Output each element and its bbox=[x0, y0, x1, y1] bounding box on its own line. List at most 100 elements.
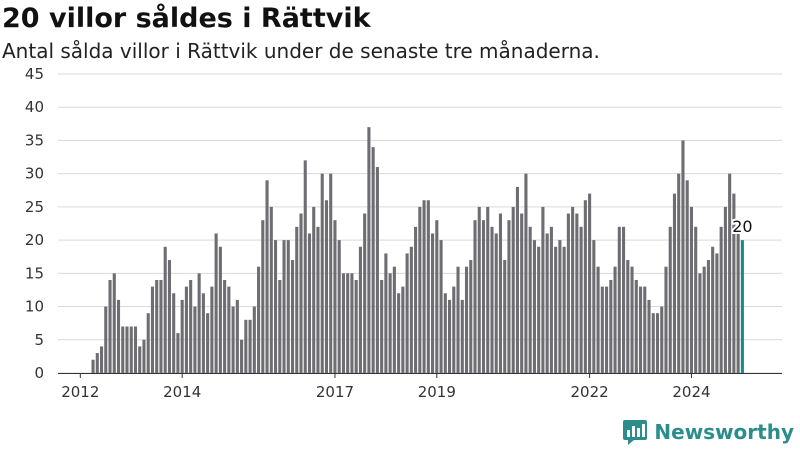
bar bbox=[711, 246, 715, 373]
bar bbox=[435, 220, 439, 373]
bar bbox=[583, 200, 587, 373]
bar bbox=[473, 220, 477, 373]
bar bbox=[588, 193, 592, 373]
bar bbox=[643, 286, 647, 373]
bar bbox=[167, 260, 171, 373]
bar bbox=[252, 306, 256, 373]
latest-value-label: 20 bbox=[732, 217, 752, 236]
bar bbox=[320, 173, 324, 373]
bar bbox=[299, 213, 303, 373]
bar bbox=[350, 273, 354, 373]
bar bbox=[273, 240, 278, 373]
bar bbox=[163, 246, 167, 373]
bar bbox=[613, 266, 617, 373]
bar bbox=[329, 173, 333, 373]
bar bbox=[443, 293, 447, 373]
bar bbox=[681, 140, 685, 373]
y-tick-label: 40 bbox=[25, 98, 44, 116]
y-tick-label: 30 bbox=[25, 165, 44, 183]
bar bbox=[698, 273, 702, 373]
bar bbox=[129, 326, 133, 373]
bar bbox=[605, 286, 609, 373]
y-tick-label: 25 bbox=[25, 198, 44, 216]
bar bbox=[392, 266, 396, 373]
bar bbox=[358, 246, 362, 373]
bar bbox=[541, 206, 545, 373]
x-tick-label: 2014 bbox=[163, 383, 201, 401]
bar bbox=[184, 286, 188, 373]
bar bbox=[210, 286, 214, 373]
bar bbox=[554, 246, 558, 373]
y-tick-label: 10 bbox=[25, 298, 44, 316]
bar bbox=[99, 346, 104, 373]
bar bbox=[176, 333, 180, 373]
bar bbox=[91, 359, 95, 373]
bar bbox=[295, 226, 299, 373]
bar bbox=[316, 226, 320, 373]
bar bbox=[180, 299, 184, 373]
bar bbox=[622, 226, 626, 373]
y-axis-ticks: 0 5 10 15 20 25 30 35 40 45 bbox=[25, 65, 44, 382]
bar bbox=[664, 266, 668, 373]
bar bbox=[278, 279, 282, 373]
bar bbox=[524, 173, 528, 373]
bar bbox=[723, 206, 727, 373]
bar bbox=[375, 167, 379, 373]
bar bbox=[218, 246, 222, 373]
bar bbox=[261, 220, 265, 373]
bar bbox=[197, 273, 201, 373]
bar bbox=[520, 213, 524, 373]
bar bbox=[503, 260, 507, 373]
brand-name: Newsworthy bbox=[654, 420, 794, 444]
bar bbox=[223, 279, 227, 373]
bar bbox=[409, 246, 413, 373]
bar bbox=[405, 253, 409, 373]
bar bbox=[257, 266, 261, 373]
y-tick-label: 0 bbox=[34, 364, 44, 382]
bar bbox=[282, 240, 286, 373]
bar bbox=[728, 173, 732, 373]
bar bbox=[630, 266, 634, 373]
x-tick-label: 2017 bbox=[316, 383, 354, 401]
bar bbox=[150, 286, 155, 373]
bar bbox=[108, 279, 112, 373]
x-tick-label: 2012 bbox=[61, 383, 99, 401]
bar bbox=[592, 240, 596, 373]
bar bbox=[706, 260, 710, 373]
bar bbox=[401, 286, 405, 373]
bar bbox=[448, 299, 452, 373]
bar bbox=[715, 253, 719, 373]
y-tick-label: 20 bbox=[25, 231, 44, 249]
bar bbox=[460, 299, 464, 373]
bar bbox=[133, 326, 138, 373]
bar bbox=[201, 293, 205, 373]
x-tick-label: 2022 bbox=[571, 383, 609, 401]
bar bbox=[456, 266, 460, 373]
bar bbox=[464, 266, 469, 373]
bar bbox=[265, 180, 269, 373]
bar bbox=[528, 226, 532, 373]
bar bbox=[112, 273, 116, 373]
bar bbox=[367, 127, 371, 373]
bar bbox=[660, 306, 664, 373]
bars bbox=[91, 127, 744, 373]
bar bbox=[702, 266, 706, 373]
y-tick-label: 15 bbox=[25, 264, 44, 282]
bar bbox=[363, 213, 367, 373]
bar bbox=[371, 147, 375, 373]
bar bbox=[532, 240, 536, 373]
bar bbox=[672, 193, 677, 373]
bar bbox=[634, 279, 638, 373]
bar bbox=[159, 279, 163, 373]
y-tick-label: 35 bbox=[25, 131, 44, 149]
bar bbox=[651, 313, 655, 373]
bar bbox=[146, 313, 150, 373]
y-tick-label: 45 bbox=[25, 65, 44, 83]
bar bbox=[286, 240, 290, 373]
bar bbox=[290, 260, 295, 373]
bar bbox=[333, 220, 337, 373]
bar bbox=[511, 206, 515, 373]
bar bbox=[486, 206, 490, 373]
bar bbox=[617, 226, 621, 373]
